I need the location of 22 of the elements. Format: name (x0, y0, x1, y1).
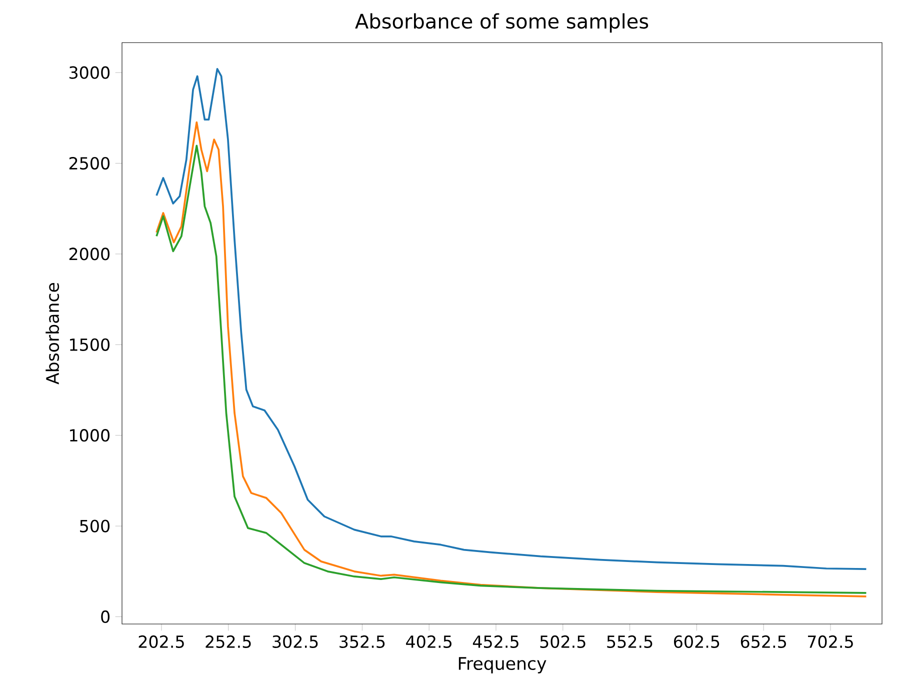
y-tick-label: 500 (80, 520, 110, 532)
x-tick-label: 602.5 (674, 635, 720, 648)
y-tick-label: 3000 (69, 66, 110, 79)
x-tick-label: 702.5 (808, 635, 853, 648)
x-tick-label: 502.5 (540, 635, 586, 648)
x-tick-label: 252.5 (206, 635, 251, 648)
y-tick-label: 0 (101, 610, 110, 624)
x-tick-label: 302.5 (272, 635, 318, 648)
x-tick-label: 652.5 (740, 635, 786, 648)
x-axis-title: Frequency (458, 657, 546, 674)
y-axis-title: Absorbance (46, 283, 60, 384)
y-tick-label: 1500 (70, 338, 110, 351)
x-tick-label: 452.5 (472, 635, 518, 648)
chart-title: Absorbance of some samples (355, 13, 648, 33)
line-series (156, 68, 868, 570)
x-tick-label: 352.5 (340, 635, 385, 648)
y-tick-label: 1000 (70, 429, 110, 442)
x-tick-label: 402.5 (406, 635, 452, 648)
y-tick-label: 2000 (69, 248, 110, 260)
y-tick-label: 2500 (69, 156, 110, 170)
x-tick-label: 552.5 (607, 635, 652, 648)
x-tick-label: 202.5 (138, 635, 184, 648)
